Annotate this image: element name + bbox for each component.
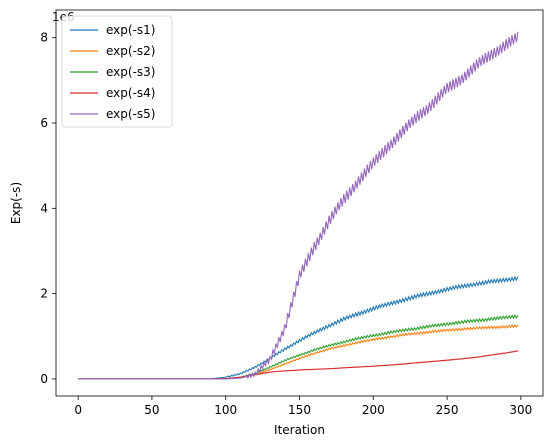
x-tick-label: 0 xyxy=(74,403,82,417)
x-tick-label: 250 xyxy=(436,403,459,417)
legend-label: exp(-s1) xyxy=(106,23,155,37)
y-axis-label: Exp(-s) xyxy=(9,182,23,224)
legend-box xyxy=(61,15,173,128)
y-tick-label: 0 xyxy=(40,372,48,386)
x-axis-label: Iteration xyxy=(274,423,325,437)
x-tick-label: 200 xyxy=(362,403,385,417)
y-axis-ticks: 0 2 4 6 8 xyxy=(40,31,56,386)
legend-label: exp(-s5) xyxy=(106,107,155,121)
x-tick-label: 300 xyxy=(509,403,532,417)
y-tick-label: 4 xyxy=(40,201,48,215)
x-tick-label: 50 xyxy=(144,403,159,417)
series-line-5 xyxy=(78,31,519,380)
legend: exp(-s1) exp(-s2) exp(-s3) exp(-s4) exp(-s5) xyxy=(61,15,173,128)
y-tick-label: 8 xyxy=(40,31,48,45)
legend-label: exp(-s3) xyxy=(106,65,155,79)
legend-label: exp(-s4) xyxy=(106,86,155,100)
y-tick-label: 6 xyxy=(40,116,48,130)
series-layer xyxy=(78,31,519,380)
x-axis-ticks: 0 50 100 150 200 250 300 xyxy=(74,396,532,417)
x-tick-label: 150 xyxy=(288,403,311,417)
legend-label: exp(-s2) xyxy=(106,44,155,58)
y-tick-label: 2 xyxy=(40,287,48,301)
x-tick-label: 100 xyxy=(214,403,237,417)
